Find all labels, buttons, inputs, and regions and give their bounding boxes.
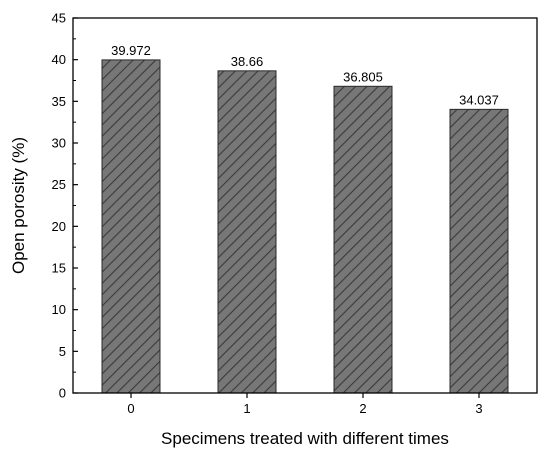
y-tick-label-40: 40 [52, 52, 66, 67]
y-tick-label-30: 30 [52, 136, 66, 151]
y-tick-label-45: 45 [52, 11, 66, 26]
x-axis-title: Specimens treated with different times [161, 429, 449, 448]
value-label-3: 34.037 [459, 92, 499, 107]
x-tick-label-1: 1 [243, 401, 250, 416]
y-tick-label-5: 5 [59, 344, 66, 359]
value-label-1: 38.66 [231, 54, 264, 69]
bars-layer [101, 59, 509, 394]
bar-0 [101, 59, 161, 394]
y-axis: 0 5 10 15 20 25 30 35 40 45 [52, 11, 78, 401]
y-tick-label-35: 35 [52, 94, 66, 109]
y-tick-label-0: 0 [59, 386, 66, 401]
y-axis-title: Open porosity (%) [9, 137, 28, 274]
bar-1 [217, 70, 277, 394]
y-tick-label-10: 10 [52, 302, 66, 317]
y-tick-label-25: 25 [52, 177, 66, 192]
y-tick-label-20: 20 [52, 219, 66, 234]
y-tick-label-15: 15 [52, 261, 66, 276]
bar-3 [449, 108, 509, 394]
x-tick-label-0: 0 [127, 401, 134, 416]
x-tick-label-3: 3 [475, 401, 482, 416]
x-axis: 0 1 2 3 [127, 393, 483, 416]
value-labels-layer: 39.972 38.66 36.805 34.037 [111, 43, 499, 107]
bar-2 [333, 85, 393, 394]
value-label-2: 36.805 [343, 69, 383, 84]
x-tick-label-2: 2 [359, 401, 366, 416]
value-label-0: 39.972 [111, 43, 151, 58]
